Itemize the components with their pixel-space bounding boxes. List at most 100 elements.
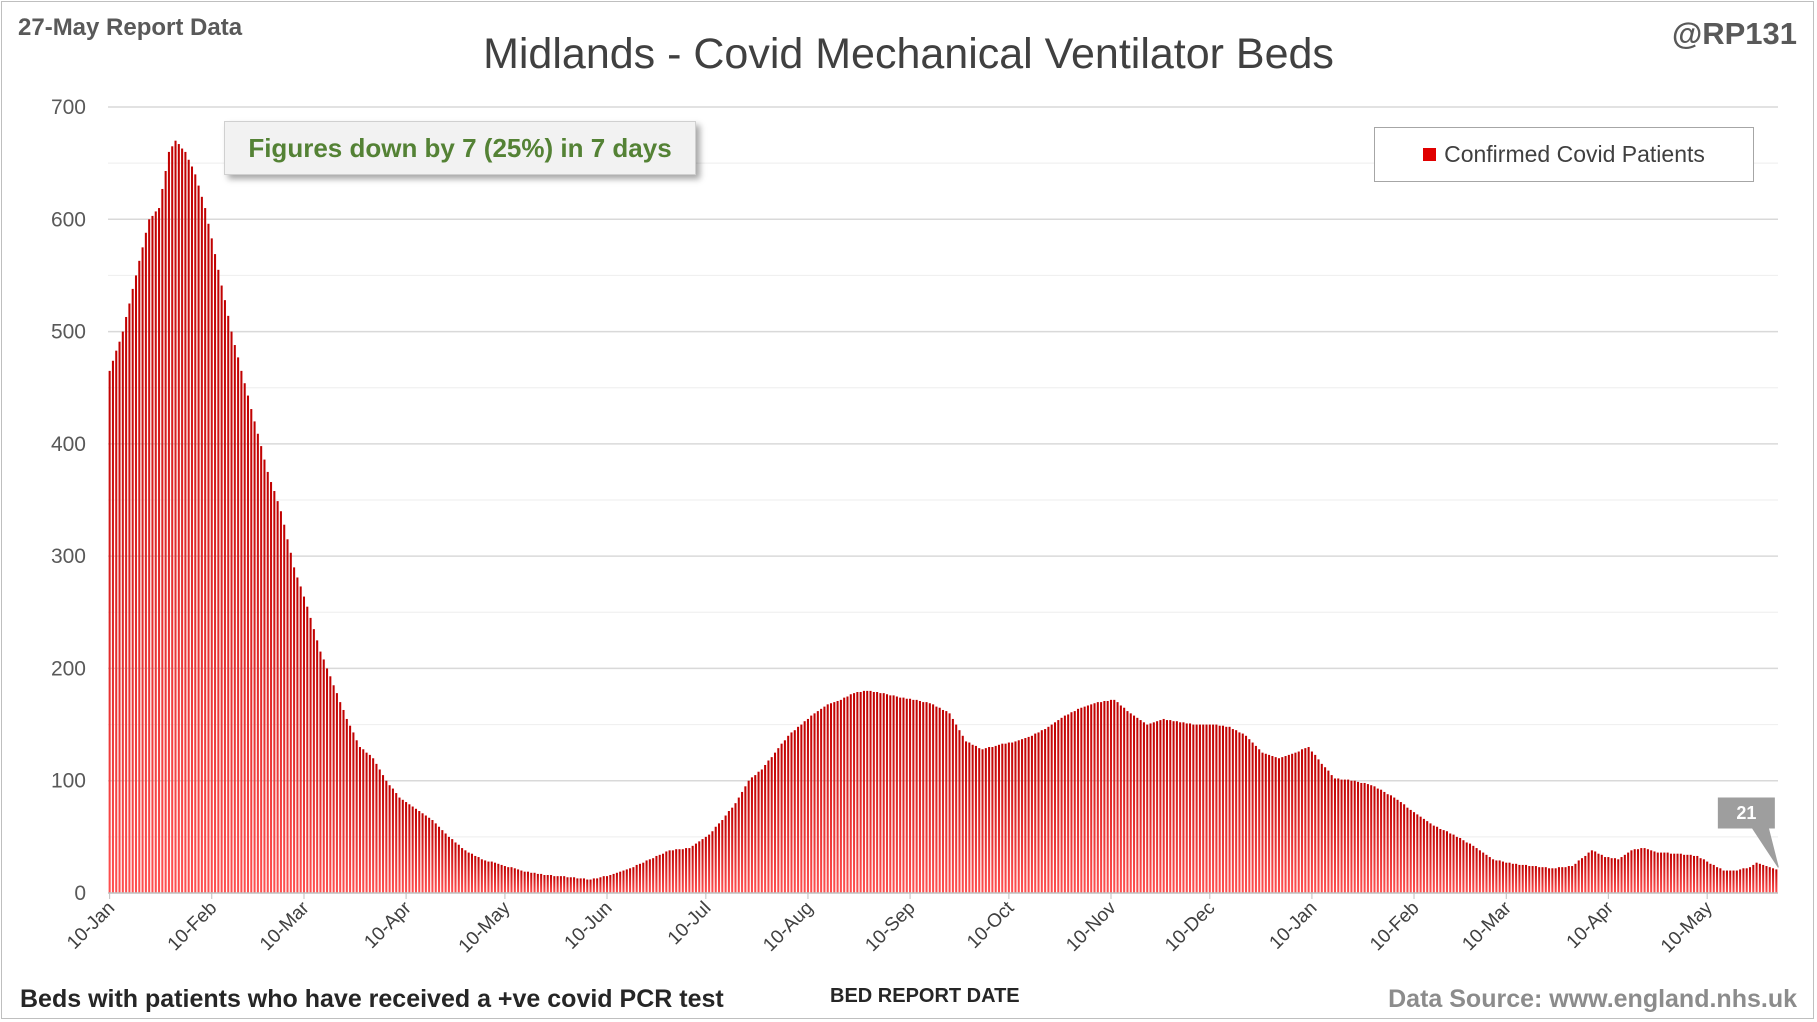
bar [533, 872, 536, 893]
x-tick-label: 10-Apr [1563, 897, 1619, 953]
bar [296, 577, 299, 893]
bar [678, 849, 681, 893]
bar [708, 834, 711, 893]
bar [1725, 870, 1728, 893]
bar [154, 211, 157, 893]
y-tick-label: 100 [51, 770, 86, 793]
bar [734, 803, 737, 893]
bar [286, 539, 289, 893]
bar [599, 877, 602, 893]
bar [289, 552, 292, 893]
bar [971, 744, 974, 893]
bar [316, 640, 319, 893]
bar [1538, 867, 1541, 893]
bar [773, 752, 777, 893]
bar [246, 395, 250, 893]
bar [1633, 849, 1636, 893]
bar [1024, 738, 1027, 893]
bar [629, 868, 632, 893]
bar [299, 586, 302, 893]
bar [1129, 713, 1132, 893]
bar [1459, 837, 1462, 893]
bar [1432, 825, 1435, 893]
bar [889, 695, 892, 893]
bar [1014, 741, 1017, 893]
bar [1195, 724, 1198, 893]
bar [223, 300, 226, 893]
bar [1152, 722, 1155, 893]
bar [806, 718, 809, 893]
bar [1179, 722, 1182, 893]
bar [694, 843, 697, 893]
bar [1047, 726, 1050, 893]
last-value-label: 21 [1736, 803, 1756, 823]
bar [517, 869, 520, 893]
bar [724, 815, 727, 893]
bar [378, 769, 381, 893]
bar [1373, 786, 1376, 893]
bar [737, 797, 740, 893]
bar [161, 188, 164, 893]
bar [1775, 869, 1778, 893]
bar [434, 823, 437, 893]
bar [1146, 724, 1149, 893]
bar [467, 852, 470, 893]
bar [1587, 852, 1590, 893]
bar [121, 331, 124, 894]
bar [401, 799, 404, 893]
bar [596, 878, 599, 893]
bar [540, 873, 543, 893]
bar [981, 749, 984, 893]
bar [1656, 852, 1659, 893]
bar [727, 811, 730, 893]
bar [1758, 863, 1761, 893]
bar [965, 741, 968, 893]
bar [941, 709, 945, 893]
bar [1189, 723, 1192, 893]
bar [1063, 715, 1066, 893]
bar [388, 785, 391, 893]
bar [754, 775, 757, 893]
bar [1600, 854, 1603, 893]
bar [632, 867, 635, 893]
bar [714, 826, 717, 893]
bar [1011, 742, 1014, 893]
bar [1142, 722, 1145, 893]
bar [704, 836, 707, 893]
bar [1149, 723, 1152, 893]
bar [1080, 707, 1083, 893]
bar [181, 148, 184, 893]
bar [1752, 864, 1755, 893]
bar [592, 878, 595, 893]
bar [872, 692, 875, 893]
bar [1475, 848, 1478, 893]
bar [1294, 752, 1297, 893]
footnote: Beds with patients who have received a +… [20, 985, 724, 1013]
bar [1762, 864, 1765, 893]
bar [1745, 868, 1748, 893]
bar [1422, 818, 1425, 893]
bar [1113, 699, 1116, 893]
bar [882, 693, 885, 893]
bar [260, 446, 263, 893]
bar [457, 844, 460, 893]
bar [1742, 868, 1745, 893]
bar [829, 703, 833, 893]
bar [810, 715, 813, 893]
bar [111, 360, 114, 893]
bars [108, 140, 1778, 894]
bar [1156, 721, 1159, 893]
bar [227, 315, 230, 893]
bar [922, 702, 925, 893]
bar [579, 878, 582, 893]
bar [1376, 788, 1379, 893]
bar [1350, 780, 1353, 893]
callout-shape [1717, 797, 1779, 868]
bar [691, 845, 694, 893]
bar [741, 791, 744, 893]
bar [1060, 717, 1063, 893]
bar [1541, 867, 1544, 893]
bar [879, 693, 882, 893]
bar [1584, 855, 1587, 893]
bar [197, 185, 200, 894]
